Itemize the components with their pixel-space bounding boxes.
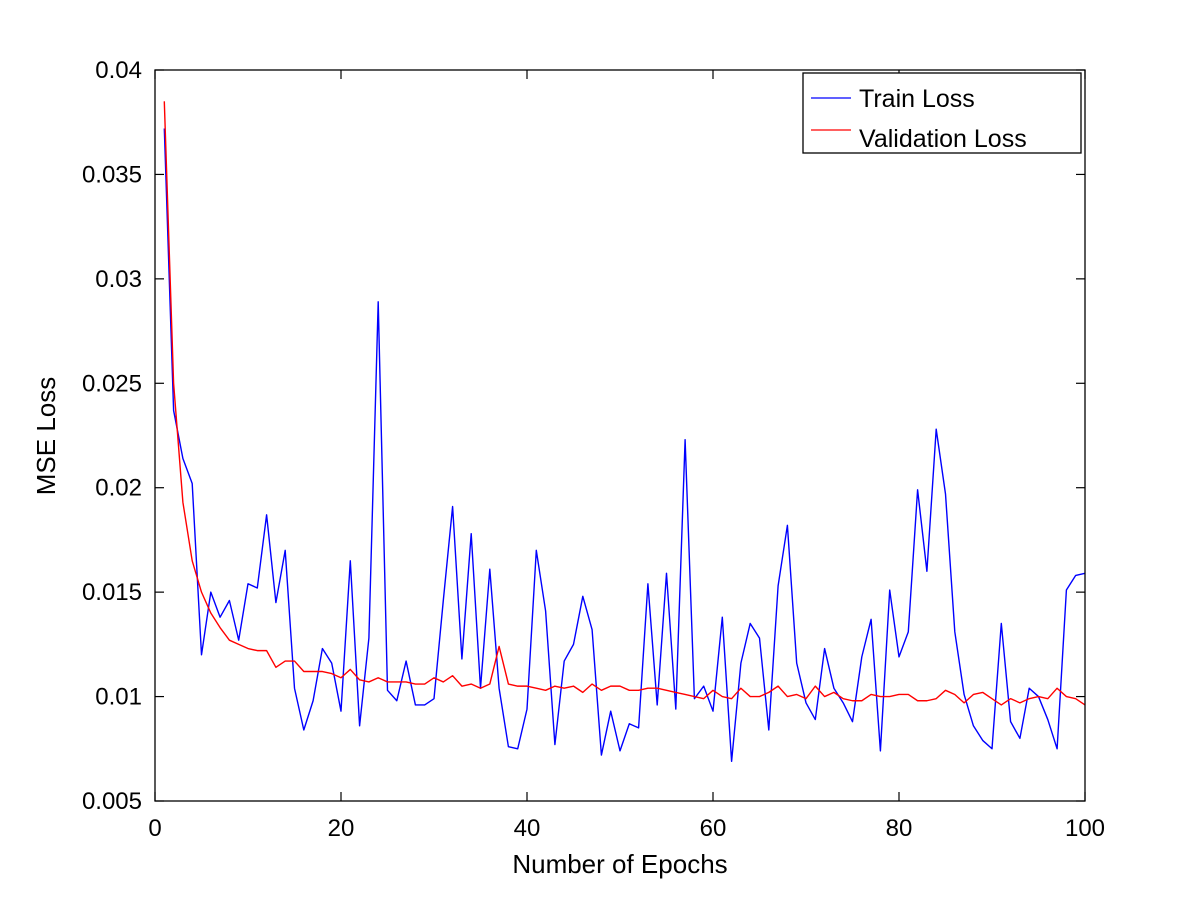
y-axis-label: MSE Loss (31, 377, 61, 496)
plot-area-frame (154, 69, 1086, 802)
train-loss-line (163, 128, 1086, 763)
y-tick-label: 0.02 (95, 475, 142, 502)
legend-label-train-loss: Train Loss (859, 85, 975, 113)
y-tick-label: 0.035 (82, 161, 142, 188)
y-tick-label: 0.04 (95, 57, 142, 84)
y-tick-label: 0.03 (95, 266, 142, 293)
x-tick-label: 40 (514, 815, 541, 842)
x-tick-label: 20 (328, 815, 355, 842)
series-lines (163, 101, 1086, 763)
y-tick-label: 0.025 (82, 370, 142, 397)
x-axis-label: Number of Epochs (512, 849, 727, 879)
legend-label-validation-loss: Validation Loss (859, 125, 1027, 153)
x-tick-label: 0 (148, 815, 161, 842)
x-tick-label: 100 (1065, 815, 1105, 842)
x-tick-label: 60 (700, 815, 727, 842)
y-tick-label: 0.015 (82, 579, 142, 606)
legend-box (802, 72, 1082, 154)
y-tick-label: 0.005 (82, 788, 142, 815)
legend: Train Loss Validation Loss (802, 72, 1082, 154)
y-tick-label: 0.01 (95, 684, 142, 711)
y-tick-labels: 0.005 0.01 0.015 0.02 0.025 0.03 0.035 0.04 (82, 57, 142, 815)
x-tick-labels: 0 20 40 60 80 100 (148, 815, 1105, 842)
x-tick-label: 80 (886, 815, 913, 842)
validation-loss-line (163, 101, 1086, 706)
